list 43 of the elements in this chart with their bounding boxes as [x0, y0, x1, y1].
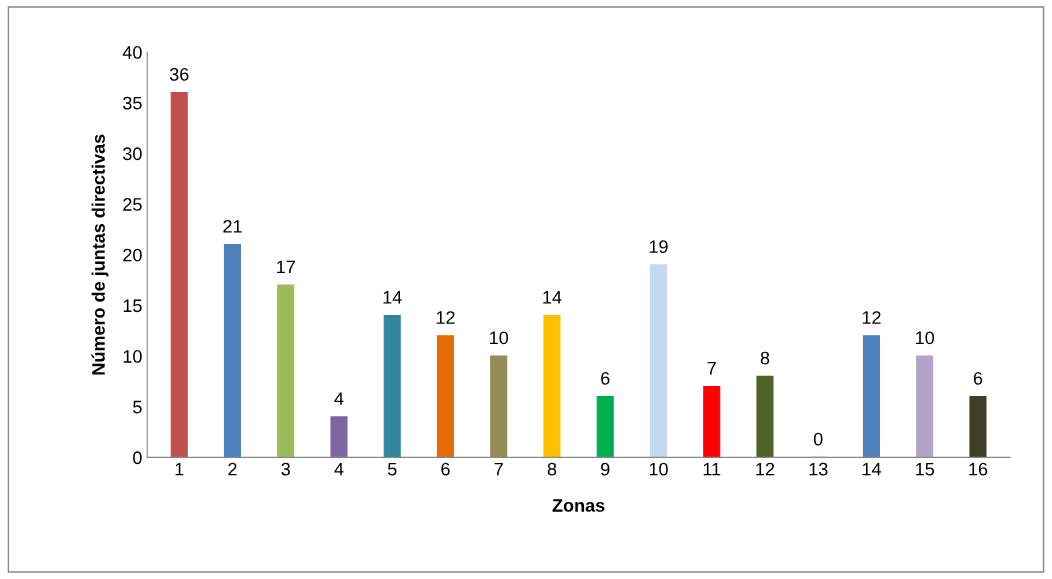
- y-tick-label: 5: [133, 400, 142, 414]
- data-label: 12: [862, 311, 881, 324]
- data-label: 0: [813, 432, 823, 446]
- x-tick-label: 10: [649, 462, 668, 476]
- data-label: 19: [649, 240, 668, 253]
- x-tick-label: 11: [703, 462, 721, 476]
- x-tick-label: 12: [756, 462, 775, 476]
- y-tick-label: 35: [123, 96, 142, 110]
- x-tick-label: 16: [969, 462, 988, 476]
- y-axis-title: Número de juntas directivas: [91, 134, 109, 375]
- y-tick-label: 40: [122, 46, 142, 59]
- data-label: 14: [543, 291, 562, 304]
- x-tick-label: 15: [916, 462, 935, 476]
- x-tick-label: 6: [441, 462, 450, 476]
- y-tick-label: 10: [123, 350, 142, 363]
- data-label: 36: [169, 67, 189, 81]
- x-tick-label: 7: [494, 462, 503, 476]
- x-tick-label: 1: [175, 462, 184, 476]
- y-tick-label: 30: [123, 147, 142, 161]
- x-tick-label: 9: [601, 462, 610, 476]
- data-label: 21: [223, 219, 242, 233]
- data-label: 10: [490, 331, 509, 345]
- x-tick-label: 2: [228, 462, 237, 476]
- data-label: 12: [436, 311, 455, 324]
- data-label: 4: [334, 392, 344, 405]
- y-tick-label: 15: [123, 299, 142, 313]
- x-tick-label: 14: [862, 462, 881, 476]
- y-tick-label: 0: [133, 451, 142, 465]
- data-label: 14: [383, 291, 402, 304]
- y-tick-label: 20: [123, 248, 142, 262]
- data-label: 8: [760, 351, 770, 365]
- x-tick-label: 8: [547, 462, 557, 476]
- x-tick-label: 3: [281, 462, 290, 476]
- data-label: 7: [707, 361, 716, 375]
- data-label: 6: [601, 371, 610, 385]
- y-tick-label: 25: [123, 198, 142, 211]
- x-tick-label: 13: [809, 462, 828, 476]
- x-tick-label: 4: [334, 462, 344, 476]
- data-label: 10: [916, 331, 935, 345]
- x-tick-label: 5: [387, 462, 397, 476]
- data-label: 6: [973, 371, 983, 385]
- data-label: 17: [277, 260, 295, 274]
- x-axis-title: Zonas: [552, 499, 605, 512]
